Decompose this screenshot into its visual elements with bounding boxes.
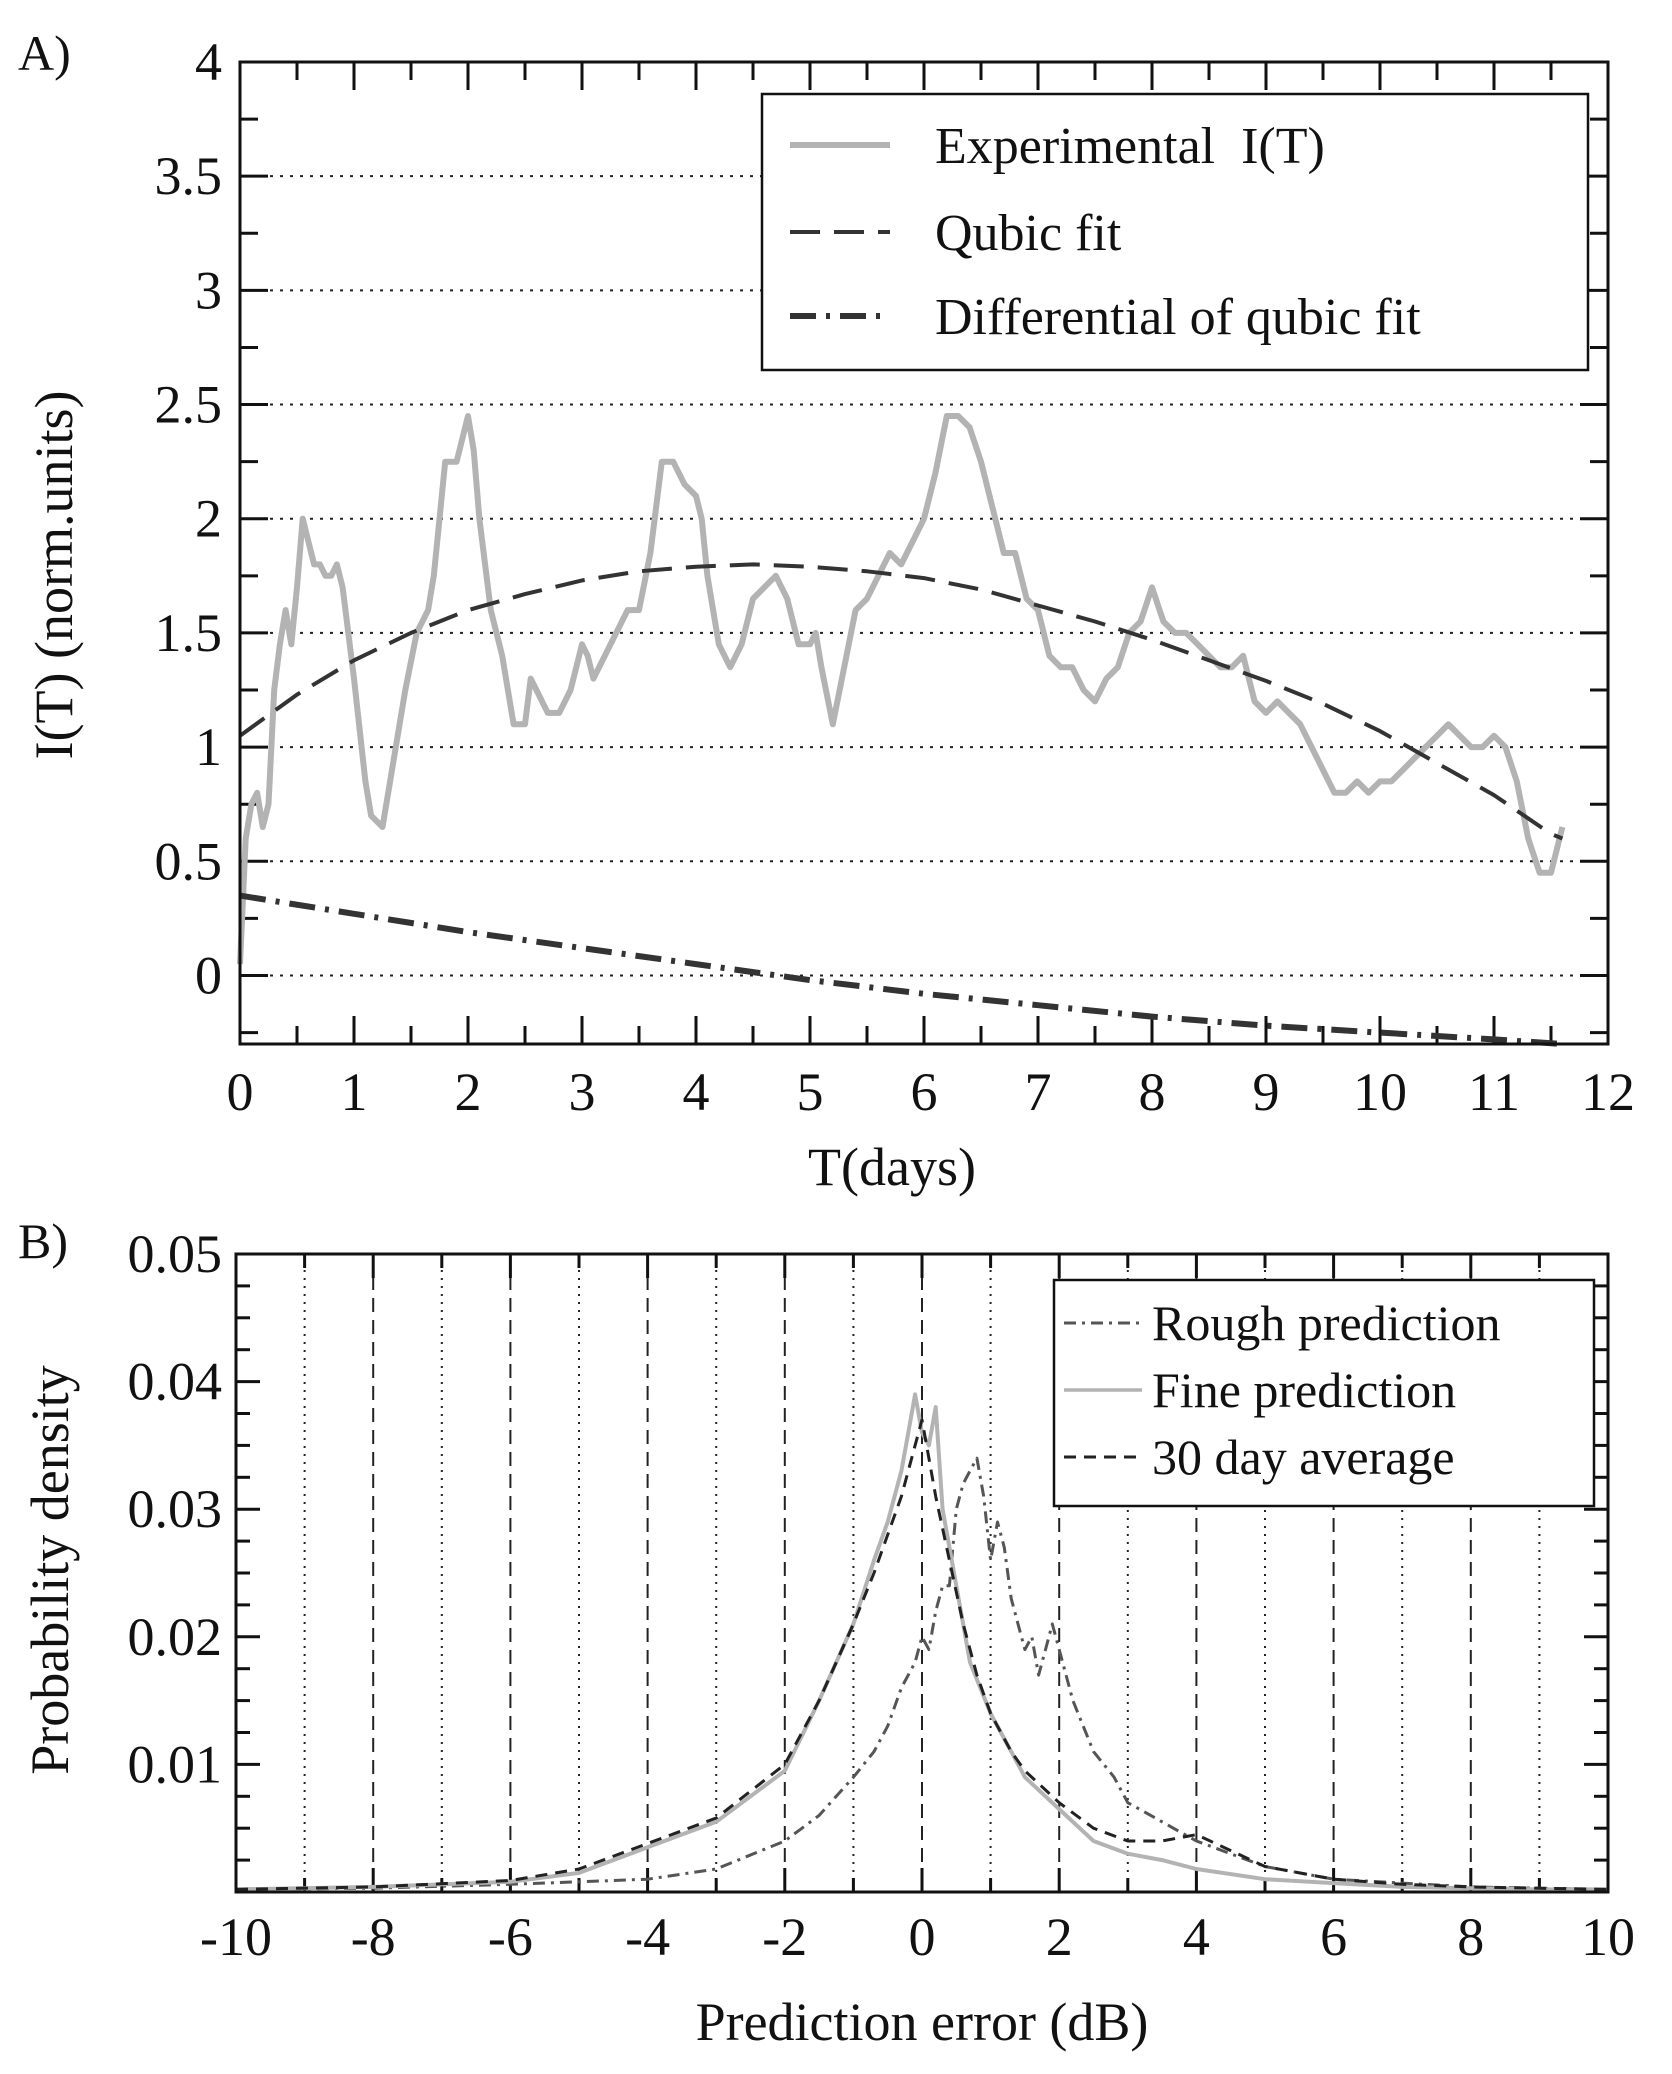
panel-b-series (235, 1392, 1609, 1892)
panel-a-series-experimental (237, 413, 1566, 965)
panel-b-x-tick-label: -8 (351, 1907, 396, 1967)
panel-b-x-tick-label: 10 (1581, 1907, 1635, 1967)
legend-label-differential: Differential of qubic fit (935, 289, 1421, 346)
panel-b-x-tick-label: 8 (1457, 1907, 1484, 1967)
panel-a-x-tick-label: 1 (341, 1062, 368, 1122)
legend-label-qubic-fit: Qubic fit (935, 205, 1122, 262)
panel-a-legend-box (760, 92, 1590, 372)
panel-a-ticks (238, 60, 1610, 1044)
panel-b-x-tick-label: -6 (488, 1907, 533, 1967)
panel-b-x-tick-label: 0 (909, 1907, 936, 1967)
panel-a-y-tick-label: 3.5 (155, 146, 223, 206)
panel-b-y-tick-labels: 0.01 0.02 0.03 0.04 0.05 (128, 1224, 223, 1794)
panel-a-x-tick-labels: 0 1 2 3 4 5 6 7 8 9 10 11 12 (227, 1062, 1636, 1122)
panel-b-series-fine (235, 1392, 1608, 1892)
panel-b-y-axis-title: Probability density (20, 1365, 80, 1774)
panel-b-series-30day (235, 1418, 1609, 1891)
panel-a-legend: Experimental I(T) Qubic fit Differential… (760, 92, 1590, 372)
panel-a-y-tick-label: 2.5 (155, 375, 223, 435)
panel-a-y-tick-label: 1 (195, 717, 222, 777)
panel-a-y-tick-label: 0.5 (155, 831, 223, 891)
panel-b-x-tick-labels: -10 -8 -6 -4 -2 0 2 4 6 8 10 (200, 1907, 1635, 1967)
panel-b-legend-box (1052, 1278, 1596, 1508)
panel-b-frame (234, 1252, 1610, 1894)
panel-b-y-tick-label: 0.03 (128, 1479, 223, 1539)
panel-a-x-tick-label: 6 (911, 1062, 938, 1122)
panel-b-x-tick-label: -2 (762, 1907, 807, 1967)
legend-label-30day: 30 day average (1152, 1429, 1455, 1485)
panel-b-x-tick-label: -10 (200, 1907, 272, 1967)
panel-a-series (237, 413, 1566, 1047)
panel-a-y-tick-label: 2 (195, 489, 222, 549)
panel-a-series-differential (239, 892, 1563, 1047)
panel-a-x-tick-label: 9 (1253, 1062, 1280, 1122)
panel-b-x-tick-label: 6 (1320, 1907, 1347, 1967)
panel-a: A) 0 1 2 3 4 5 6 7 8 9 10 11 12 00.511.522.533.54 T(… (18, 25, 1635, 1197)
panel-a-y-tick-label: 3 (195, 260, 222, 320)
panel-b-y-tick-label: 0.05 (128, 1224, 223, 1284)
panel-a-x-axis-title: T(days) (808, 1137, 976, 1197)
panel-a-x-tick-label: 7 (1025, 1062, 1052, 1122)
legend-label-fine: Fine prediction (1152, 1362, 1456, 1418)
panel-a-label: A) (18, 25, 71, 81)
panel-a-x-tick-label: 12 (1581, 1062, 1635, 1122)
panel-b-legend: Rough prediction Fine prediction 30 day … (1052, 1278, 1596, 1508)
panel-a-y-tick-label: 0 (195, 945, 222, 1005)
panel-a-frame (238, 60, 1610, 1046)
panel-a-x-tick-label: 3 (569, 1062, 596, 1122)
panel-b-gridlines (303, 1254, 1541, 1892)
panel-a-x-tick-label: 2 (455, 1062, 482, 1122)
legend-label-experimental: Experimental I(T) (935, 118, 1325, 175)
panel-a-y-tick-label: 4 (195, 32, 222, 92)
panel-a-y-axis-title: I(T) (norm.units) (24, 391, 84, 760)
panel-a-y-tick-labels: 0 0.5 1 1.5 2 2.5 3 3.5 4 (155, 32, 223, 1005)
panel-a-x-tick-label: 4 (683, 1062, 710, 1122)
panel-b-y-tick-label: 0.04 (128, 1352, 223, 1412)
panel-a-x-tick-label: 5 (797, 1062, 824, 1122)
panel-a-series-qubic-fit (238, 562, 1564, 841)
panel-b-x-tick-label: 2 (1046, 1907, 1073, 1967)
panel-b-x-tick-label: -4 (625, 1907, 670, 1967)
panel-b-label: B) (18, 1213, 68, 1269)
panel-a-x-tick-label: 10 (1353, 1062, 1407, 1122)
legend-label-rough: Rough prediction (1152, 1295, 1501, 1351)
panel-a-x-tick-label: 8 (1139, 1062, 1166, 1122)
panel-b-x-axis-title: Prediction error (dB) (696, 1992, 1149, 2052)
panel-a-y-tick-label: 1.5 (155, 603, 223, 663)
panel-b-x-tick-label: 4 (1183, 1907, 1210, 1967)
panel-b-y-tick-label: 0.02 (128, 1607, 223, 1667)
panel-b: B) -10 -8 -6 -4 -2 0 2 4 6 8 10 0.010.020.030.040.… (18, 1213, 1635, 2052)
panel-b-y-tick-label: 0.01 (128, 1734, 223, 1794)
panel-b-series-rough (235, 1456, 1609, 1891)
panel-a-x-tick-label: 11 (1468, 1062, 1520, 1122)
panel-a-x-tick-label: 0 (227, 1062, 254, 1122)
